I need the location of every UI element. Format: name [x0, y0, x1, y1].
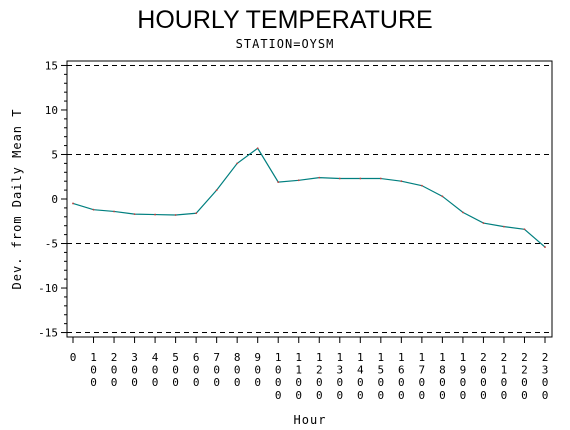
- data-point: [154, 213, 156, 216]
- data-point: [256, 147, 259, 150]
- y-tick-label: -10: [38, 282, 58, 295]
- y-axis-label: Dev. from Daily Mean T: [10, 109, 24, 290]
- data-point: [113, 210, 115, 213]
- y-tick-label: 15: [45, 59, 58, 72]
- data-point: [523, 228, 526, 231]
- series-line: [72, 147, 546, 248]
- data-point: [318, 176, 321, 179]
- data-point: [544, 246, 546, 248]
- data-point: [236, 162, 239, 165]
- data-point: [359, 177, 362, 180]
- data-point: [338, 177, 341, 180]
- y-tick-label: -15: [38, 327, 58, 340]
- data-point: [441, 195, 444, 198]
- data-point: [379, 177, 382, 180]
- y-tick-label: 0: [51, 193, 58, 206]
- data-point: [503, 225, 505, 228]
- y-tick-label: -5: [45, 238, 58, 251]
- data-point: [92, 208, 95, 211]
- data-point: [215, 189, 218, 191]
- data-point: [277, 181, 280, 183]
- data-point: [482, 222, 485, 224]
- data-point: [462, 211, 464, 214]
- data-point: [195, 212, 198, 215]
- y-tick-label: 5: [51, 148, 58, 161]
- data-point: [297, 179, 300, 182]
- chart-title: HOURLY TEMPERATURE: [137, 6, 433, 34]
- plot-frame: [66, 60, 553, 338]
- chart-subtitle: STATION=OYSM: [235, 37, 335, 51]
- y-tick-label: 10: [45, 104, 58, 117]
- data-point: [133, 213, 136, 216]
- data-point: [174, 214, 177, 216]
- data-point: [400, 180, 403, 183]
- data-point: [420, 184, 423, 187]
- x-axis-label: Hour: [294, 413, 327, 427]
- data-point: [72, 202, 74, 205]
- x-tick-label: 0: [70, 351, 77, 364]
